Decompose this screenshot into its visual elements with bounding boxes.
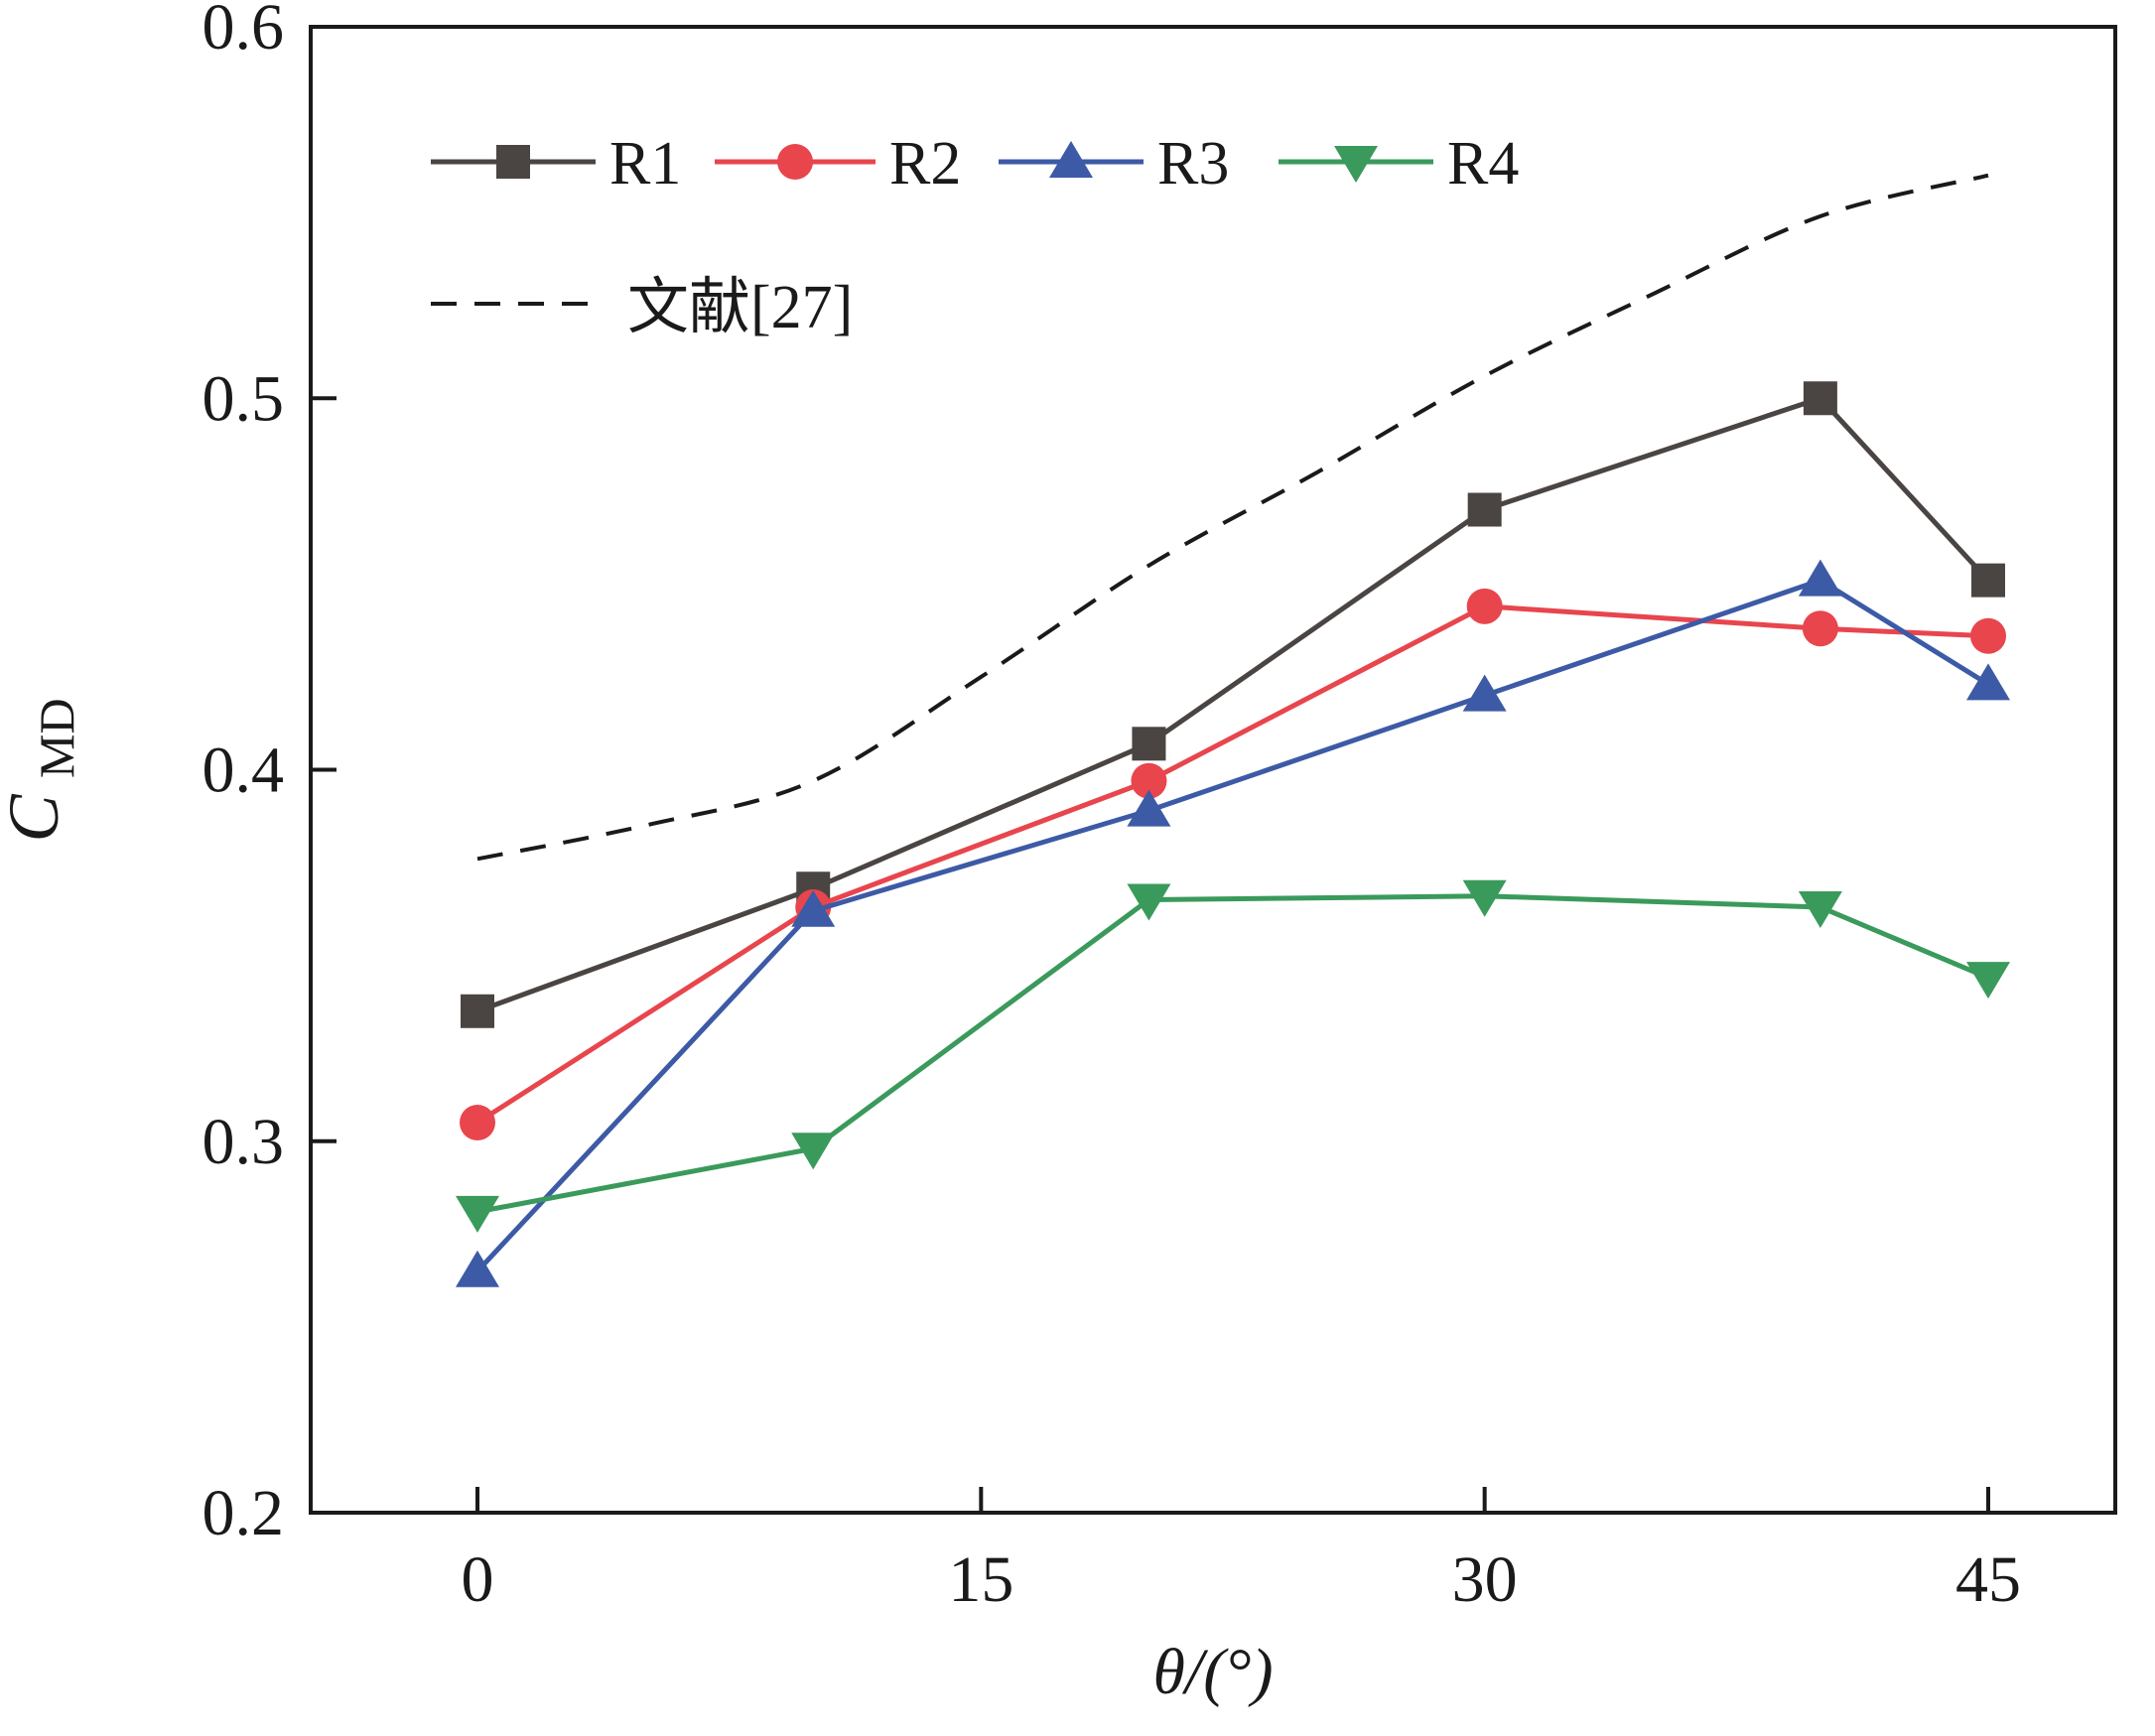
data-point <box>1467 492 1502 527</box>
data-point <box>1802 610 1838 647</box>
data-point <box>1131 762 1167 799</box>
series-r2 <box>460 588 2006 1141</box>
data-point <box>1798 890 1842 928</box>
y-axis-label-main: C <box>0 794 73 843</box>
data-point <box>791 1133 836 1170</box>
legend-label: R2 <box>889 130 961 198</box>
y-axis-label: C MD <box>0 698 84 842</box>
legend-label: 文献[27] <box>627 274 853 341</box>
data-point <box>1966 962 2010 1000</box>
tick-layer: 0 15 30 45 0.2 0.3 0.4 0.5 0.6 <box>202 0 2022 1616</box>
x-tick-label: 15 <box>948 1543 1013 1616</box>
data-point <box>1127 883 1171 921</box>
legend-marker <box>1049 141 1093 178</box>
legend-label: R1 <box>609 130 681 198</box>
legend-item-r4: R4 <box>1279 130 1519 198</box>
y-tick-label: 0.2 <box>202 1477 285 1549</box>
y-tick-label: 0.5 <box>202 362 285 435</box>
series-r3 <box>456 559 2010 1287</box>
legend-item-r2: R2 <box>715 130 961 198</box>
data-point <box>460 1105 495 1141</box>
data-point <box>1803 381 1837 416</box>
y-tick-label: 0.6 <box>202 0 285 64</box>
data-point <box>791 889 836 927</box>
series-line <box>475 578 1990 1273</box>
data-point <box>1127 789 1171 827</box>
series-r4 <box>456 879 2010 1233</box>
x-axis-label: θ/(°) <box>1152 1636 1273 1708</box>
y-axis-label-subscript: MD <box>29 698 84 778</box>
legend-item-r3: R3 <box>999 130 1229 198</box>
x-tick-label: 45 <box>1955 1543 2021 1616</box>
data-point <box>1970 617 2006 654</box>
data-point <box>456 1250 499 1287</box>
reference-dashed-line <box>476 173 1989 862</box>
data-point <box>1462 879 1507 917</box>
data-point <box>1466 588 1503 624</box>
data-point <box>461 994 494 1028</box>
series-line <box>476 395 1990 1014</box>
y-tick-label: 0.3 <box>202 1106 285 1178</box>
data-point <box>1971 563 2005 598</box>
x-tick-label: 0 <box>462 1543 494 1616</box>
legend: R1 R2 R3 R4 文献[27] <box>431 130 1519 341</box>
legend-item-reference: 文献[27] <box>431 274 853 341</box>
series-line <box>475 603 1989 1126</box>
legend-label: R3 <box>1157 130 1229 198</box>
data-point <box>1966 663 2010 701</box>
data-point <box>1462 674 1507 712</box>
y-tick-label: 0.4 <box>202 734 285 807</box>
plot-frame <box>309 25 2117 1515</box>
reference-line-layer <box>476 173 1989 862</box>
legend-marker <box>777 144 813 180</box>
legend-item-r1: R1 <box>431 130 681 198</box>
series-layer <box>456 381 2010 1287</box>
legend-marker <box>496 145 530 179</box>
data-point <box>1132 727 1166 761</box>
series-line <box>476 893 1989 1215</box>
data-point <box>1798 559 1842 597</box>
series-r1 <box>461 381 2005 1028</box>
legend-label: R4 <box>1447 130 1519 198</box>
x-tick-label: 30 <box>1452 1543 1518 1616</box>
legend-marker <box>1334 146 1378 183</box>
data-point <box>456 1195 499 1233</box>
